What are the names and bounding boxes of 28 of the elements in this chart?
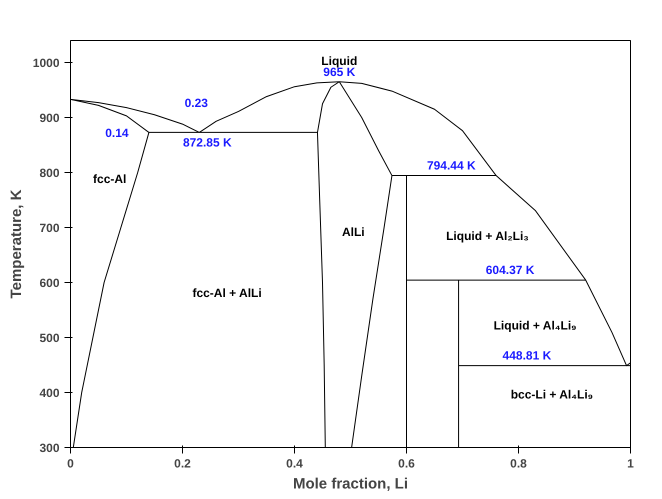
y-tick-label: 1000 [32,56,60,70]
annotation: 0.23 [184,96,208,110]
y-tick-label: 900 [39,111,60,125]
annotation: 604.37 K [486,263,535,278]
y-tick-label: 600 [39,276,60,290]
annotation: Liquid + Al₂Li₃ [446,228,529,243]
x-tick-label: 0.8 [510,456,528,470]
x-tick-label: 1 [627,456,634,470]
y-tick-label: 700 [39,221,60,235]
y-tick-label: 400 [39,386,60,400]
y-tick-label: 500 [39,331,60,345]
x-tick-label: 0.2 [174,456,192,470]
annotation: 872.85 K [182,135,232,150]
x-tick-label: 0.4 [286,456,304,470]
annotation: 448.81 K [502,348,552,363]
annotation: bcc-Li + Al₄Li₉ [510,388,594,402]
x-tick-label: 0.6 [398,456,416,470]
y-axis-title: Temperature, K [8,189,25,298]
x-tick-label: 0 [67,456,74,470]
annotation: 794.44 K [426,158,476,173]
x-axis-title: Mole fraction, Li [293,476,408,492]
annotation: AlLi [342,224,365,239]
annotation: 0.14 [105,126,129,140]
annotation: fcc-Al [93,172,126,186]
annotation: fcc-Al + AlLi [192,286,262,300]
y-tick-label: 300 [39,441,60,455]
annotation: Liquid + Al₄Li₉ [494,318,577,332]
y-tick-label: 800 [39,166,60,180]
